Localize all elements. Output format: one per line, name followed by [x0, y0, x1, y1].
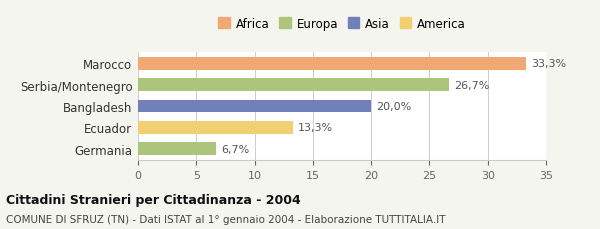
Bar	[138, 79, 449, 92]
Text: Cittadini Stranieri per Cittadinanza - 2004: Cittadini Stranieri per Cittadinanza - 2…	[6, 193, 301, 206]
Text: 20,0%: 20,0%	[376, 101, 411, 112]
Bar	[138, 57, 526, 70]
Text: 33,3%: 33,3%	[531, 59, 566, 69]
Text: 26,7%: 26,7%	[454, 80, 489, 90]
Legend: Africa, Europa, Asia, America: Africa, Europa, Asia, America	[218, 18, 466, 31]
Text: 13,3%: 13,3%	[298, 123, 333, 133]
Text: 6,7%: 6,7%	[221, 144, 249, 154]
Text: COMUNE DI SFRUZ (TN) - Dati ISTAT al 1° gennaio 2004 - Elaborazione TUTTITALIA.I: COMUNE DI SFRUZ (TN) - Dati ISTAT al 1° …	[6, 214, 445, 224]
Bar	[138, 143, 216, 155]
Bar	[138, 100, 371, 113]
Bar	[138, 121, 293, 134]
